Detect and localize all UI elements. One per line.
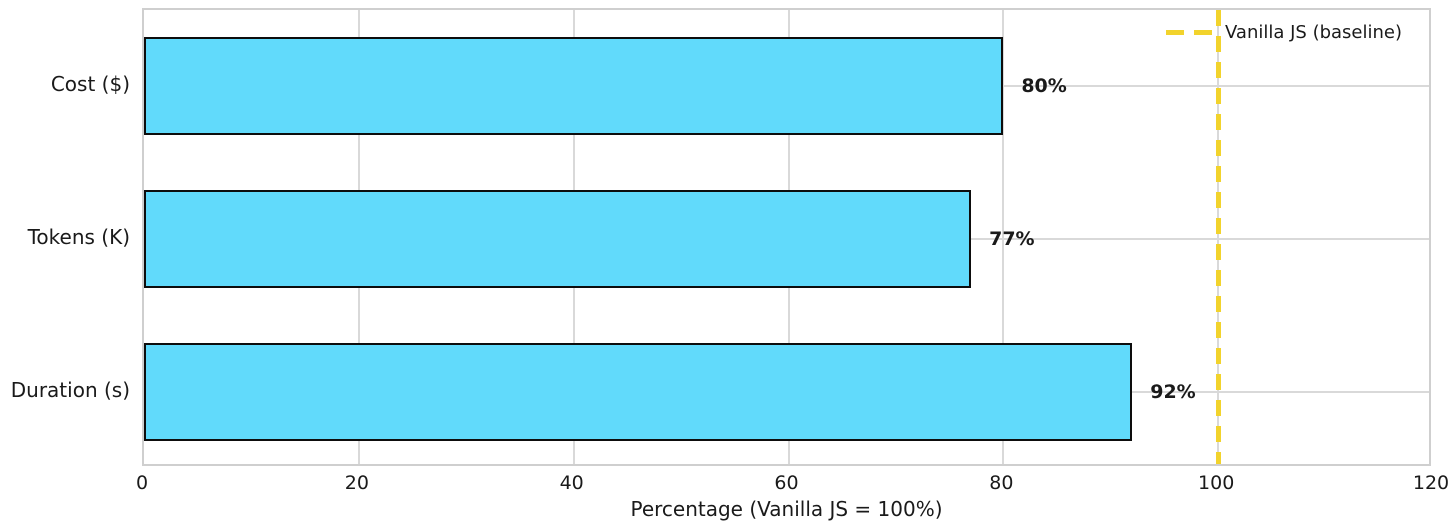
category-label: Duration (s) [10,377,130,402]
category-label: Tokens (K) [27,225,130,249]
bar [144,37,1004,136]
x-tick-label: 80 [989,472,1014,494]
baseline-dashed-line [1215,10,1221,464]
x-tick-label: 20 [344,472,369,494]
x-tick-label: 0 [135,472,149,494]
baseline-dashed-line-swatch [1166,30,1212,35]
x-axis-title: Percentage (Vanilla JS = 100%) [630,497,943,521]
bar-value-label: 92% [1150,380,1196,403]
vertical-gridline [1002,10,1005,464]
x-tick-label: 120 [1412,472,1450,494]
x-tick-label: 40 [559,472,584,494]
plot-area: Vanilla JS (baseline) 80% 77% 92% [142,8,1431,466]
legend-label: Vanilla JS (baseline) [1225,22,1403,43]
bar [144,342,1133,441]
x-tick-label: 100 [1198,472,1235,494]
x-tick-label: 60 [774,472,799,494]
bar-value-label: 80% [1021,75,1067,98]
bar [144,190,972,288]
category-label: Cost ($) [50,72,130,97]
legend: Vanilla JS (baseline) [1166,22,1402,43]
bar-value-label: 77% [989,228,1035,250]
